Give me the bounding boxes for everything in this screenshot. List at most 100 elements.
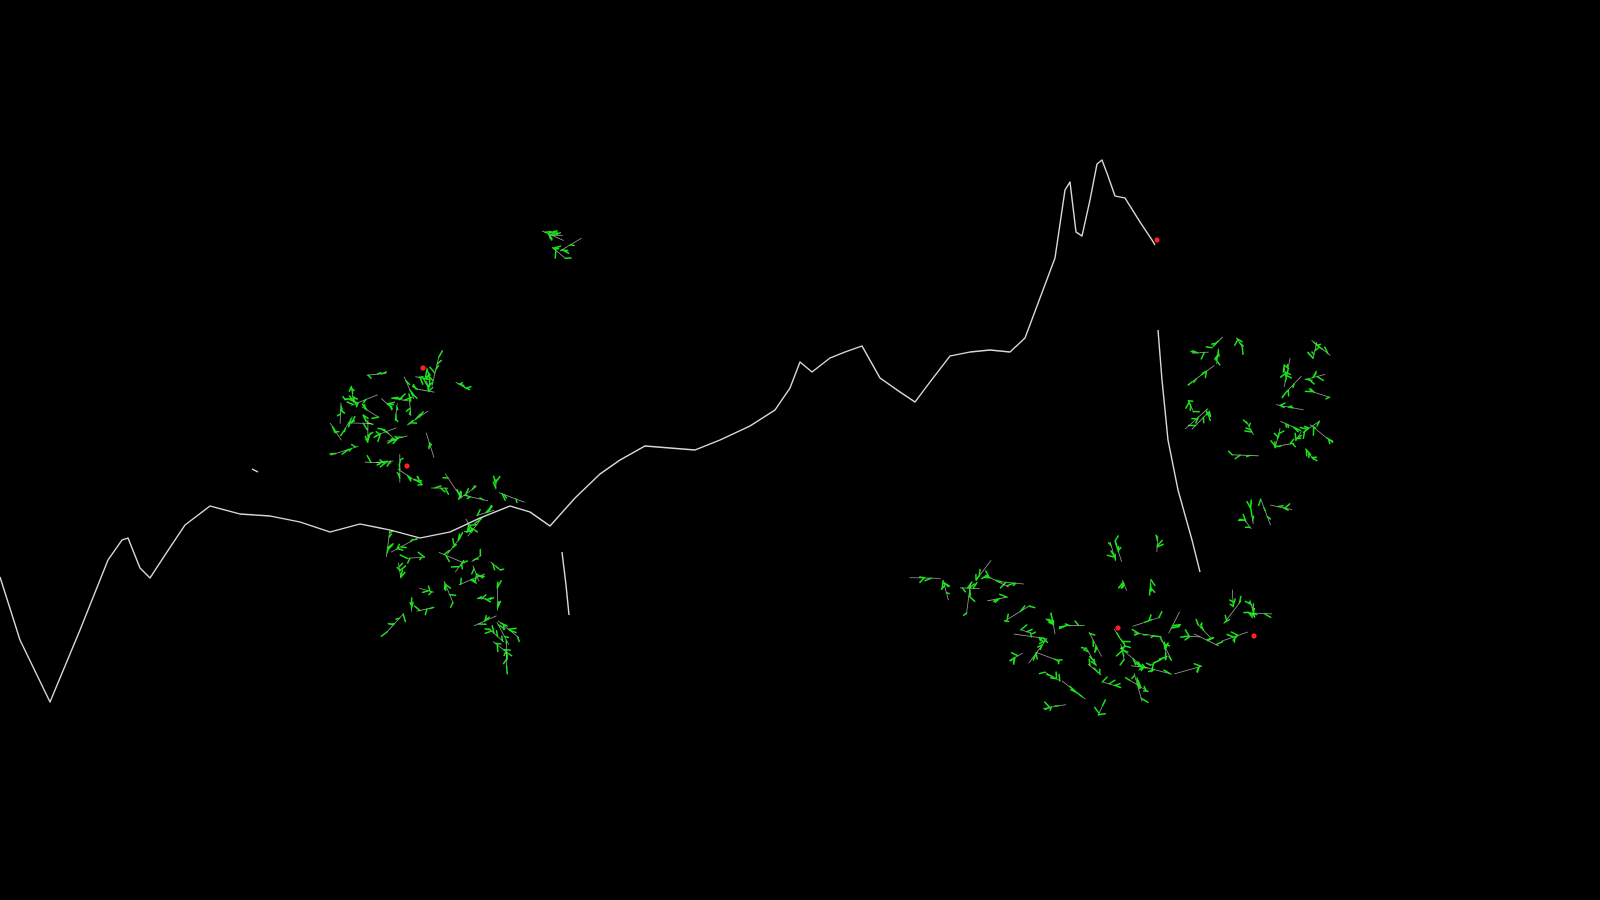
leaf-stroke: [352, 397, 358, 406]
foliage-cluster: [342, 371, 413, 426]
leaf-stroke: [972, 582, 978, 590]
leaf-stroke: [1039, 644, 1043, 651]
leaf-stroke: [1020, 624, 1028, 631]
foliage-cluster: [1276, 340, 1331, 411]
branch-stroke: [1004, 605, 1031, 622]
leaf-stroke: [434, 364, 440, 371]
leaf-stroke: [1193, 378, 1197, 383]
leaf-stroke: [1006, 582, 1015, 587]
leaf-stroke: [1296, 434, 1303, 439]
leaf-stroke: [1031, 631, 1037, 635]
leaf-stroke: [1195, 618, 1200, 626]
branch-stroke: [1270, 504, 1293, 510]
leaf-stroke: [398, 393, 406, 401]
leaf-stroke: [995, 579, 1000, 583]
leaf-stroke: [1279, 404, 1285, 409]
leaf-stroke: [487, 505, 493, 513]
leaf-stroke: [1150, 578, 1156, 587]
leaf-stroke: [1187, 381, 1193, 386]
leaf-stroke: [999, 581, 1007, 589]
leaf-stroke: [1196, 666, 1200, 673]
leaf-stroke: [1200, 623, 1205, 632]
leaf-stroke: [1294, 432, 1297, 442]
leaf-stroke: [508, 629, 517, 634]
leaf-stroke: [487, 597, 493, 600]
leaf-stroke: [1284, 422, 1288, 428]
leaf-stroke: [418, 411, 424, 418]
leaf-stroke: [1279, 372, 1286, 378]
foliage-cluster: [1124, 611, 1224, 704]
leaf-stroke: [428, 591, 433, 596]
leaf-stroke: [1251, 612, 1258, 616]
leaf-stroke: [414, 413, 422, 421]
leaf-stroke: [1101, 676, 1108, 683]
leaf-stroke: [1252, 603, 1255, 612]
leaf-stroke: [500, 622, 508, 627]
leaf-stroke: [1136, 677, 1140, 687]
leaf-stroke: [410, 601, 414, 609]
leaf-stroke: [396, 547, 404, 551]
leaf-stroke: [449, 601, 454, 608]
leaf-stroke: [422, 377, 428, 386]
leaf-stroke: [331, 426, 336, 434]
leaf-stroke: [1180, 635, 1189, 638]
leaf-stroke: [471, 484, 476, 491]
leaf-stroke: [1302, 430, 1306, 440]
leaf-stroke: [1119, 646, 1125, 650]
leaf-stroke: [465, 493, 470, 498]
leaf-stroke: [417, 551, 426, 558]
leaf-stroke: [554, 249, 557, 259]
leaf-stroke: [1150, 668, 1155, 673]
leaf-stroke: [569, 244, 575, 247]
foliage-layer: [329, 230, 1334, 717]
leaf-stroke: [1168, 656, 1173, 661]
leaf-stroke: [1263, 506, 1267, 512]
leaf-stroke: [1277, 430, 1285, 435]
leaf-stroke: [396, 471, 401, 477]
foliage-cluster: [1227, 419, 1334, 462]
leaf-stroke: [1006, 613, 1009, 621]
terrain-layer: [0, 159, 1201, 703]
leaf-stroke: [392, 437, 398, 442]
leaf-stroke: [399, 457, 404, 461]
leaf-stroke: [1137, 661, 1143, 668]
branch-stroke: [498, 492, 525, 503]
leaf-stroke: [409, 538, 414, 543]
leaf-stroke: [1048, 618, 1054, 623]
branch-stroke: [364, 461, 392, 464]
leaf-stroke: [476, 508, 481, 517]
leaf-stroke: [400, 571, 406, 579]
leaf-stroke: [366, 455, 372, 464]
leaf-stroke: [548, 234, 553, 241]
leaf-stroke: [919, 577, 925, 584]
leaf-stroke: [405, 379, 411, 386]
leaf-stroke: [1088, 632, 1096, 636]
leaf-stroke: [1317, 345, 1324, 350]
leaf-stroke: [362, 414, 369, 420]
leaf-stroke: [496, 644, 499, 653]
leaf-stroke: [1049, 706, 1053, 712]
leaf-stroke: [479, 497, 484, 501]
leaf-stroke: [966, 581, 973, 589]
leaf-stroke: [484, 598, 492, 603]
leaf-stroke: [398, 463, 401, 470]
leaf-stroke: [940, 584, 946, 590]
leaf-stroke: [1026, 628, 1033, 633]
leaf-stroke: [348, 447, 353, 452]
leaf-stroke: [398, 565, 407, 572]
leaf-stroke: [379, 462, 387, 468]
leaf-stroke: [981, 575, 988, 580]
leaf-stroke: [1163, 669, 1171, 675]
leaf-stroke: [1093, 658, 1096, 665]
leaf-stroke: [1284, 377, 1288, 383]
leaf-stroke: [1108, 679, 1116, 685]
leaf-stroke: [386, 402, 395, 406]
leaf-stroke: [1195, 416, 1200, 424]
leaf-stroke: [339, 430, 345, 437]
leaf-stroke: [1077, 693, 1083, 698]
leaf-stroke: [1113, 682, 1121, 687]
leaf-stroke: [352, 395, 358, 400]
leaf-stroke: [962, 612, 968, 617]
